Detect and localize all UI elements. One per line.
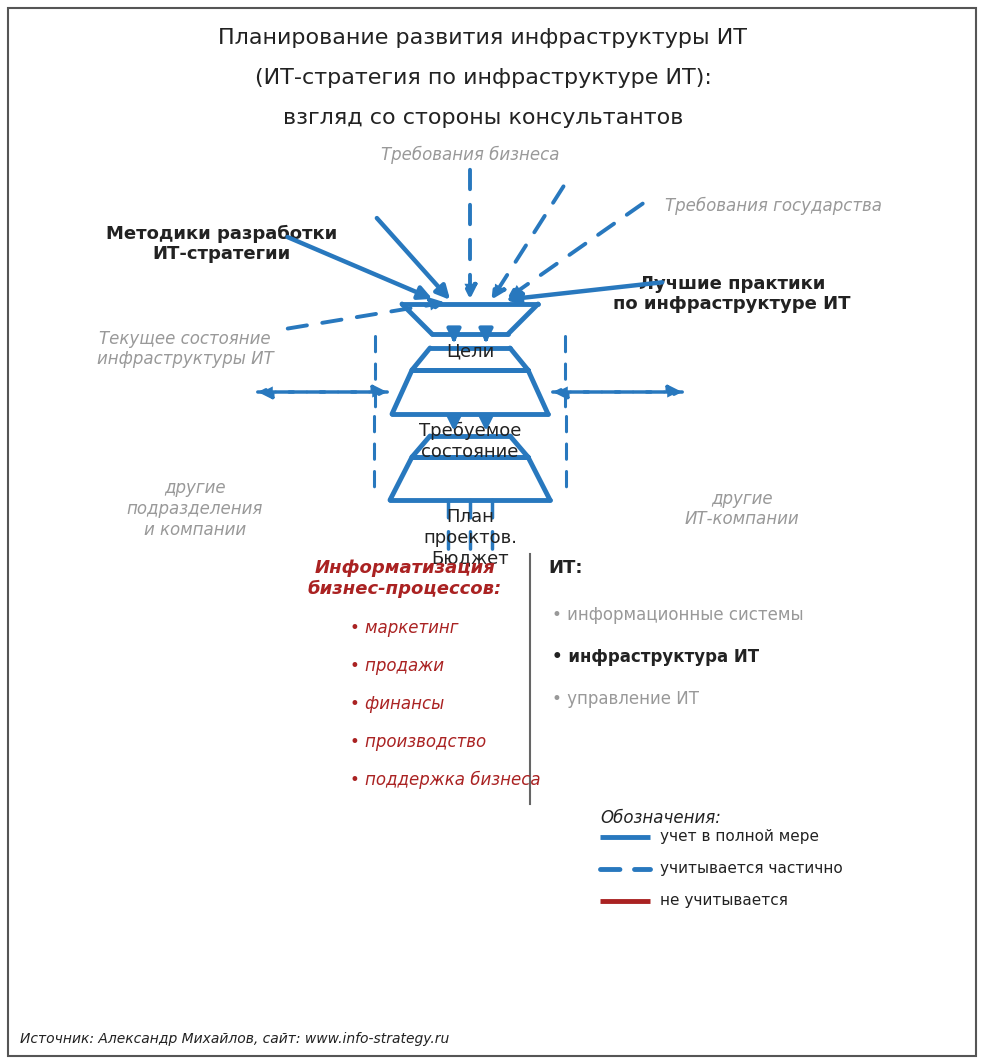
Text: Требования государства: Требования государства	[665, 197, 882, 215]
Text: Методики разработки
ИТ-стратегии: Методики разработки ИТ-стратегии	[106, 225, 337, 264]
Text: • производство: • производство	[350, 733, 486, 751]
Text: • инфраструктура ИТ: • инфраструктура ИТ	[552, 648, 759, 666]
Text: взгляд со стороны консультантов: взгляд со стороны консультантов	[283, 109, 683, 128]
Text: • информационные системы: • информационные системы	[552, 606, 804, 624]
Text: • финансы: • финансы	[350, 695, 445, 713]
Text: (ИТ-стратегия по инфраструктуре ИТ):: (ИТ-стратегия по инфраструктуре ИТ):	[254, 68, 712, 88]
Text: Информатизация
бизнес-процессов:: Информатизация бизнес-процессов:	[308, 559, 502, 598]
Text: План
проектов.
Бюджет: План проектов. Бюджет	[423, 508, 517, 567]
Text: Текущее состояние
инфраструктуры ИТ: Текущее состояние инфраструктуры ИТ	[97, 330, 273, 368]
Text: • маркетинг: • маркетинг	[350, 619, 458, 637]
Text: Требуемое
состояние: Требуемое состояние	[419, 422, 522, 461]
Text: • продажи: • продажи	[350, 656, 444, 675]
Text: Источник: Александр Михайлов, сайт: www.info-strategy.ru: Источник: Александр Михайлов, сайт: www.…	[20, 1032, 450, 1046]
Text: Цели: Цели	[446, 342, 494, 360]
Text: • поддержка бизнеса: • поддержка бизнеса	[350, 771, 540, 789]
Text: не учитывается: не учитывается	[660, 894, 788, 909]
Text: другие
ИТ-компании: другие ИТ-компании	[684, 489, 800, 529]
Text: Планирование развития инфраструктуры ИТ: Планирование развития инфраструктуры ИТ	[219, 28, 747, 48]
Text: учитывается частично: учитывается частично	[660, 862, 843, 877]
Text: другие
подразделения
и компании: другие подразделения и компании	[127, 479, 263, 538]
Text: учет в полной мере: учет в полной мере	[660, 830, 819, 845]
Text: Лучшие практики
по инфраструктуре ИТ: Лучшие практики по инфраструктуре ИТ	[613, 275, 851, 314]
Text: • управление ИТ: • управление ИТ	[552, 689, 699, 708]
Text: Требования бизнеса: Требования бизнеса	[381, 146, 559, 164]
Text: ИТ:: ИТ:	[548, 559, 583, 577]
Text: Обозначения:: Обозначения:	[600, 809, 721, 827]
